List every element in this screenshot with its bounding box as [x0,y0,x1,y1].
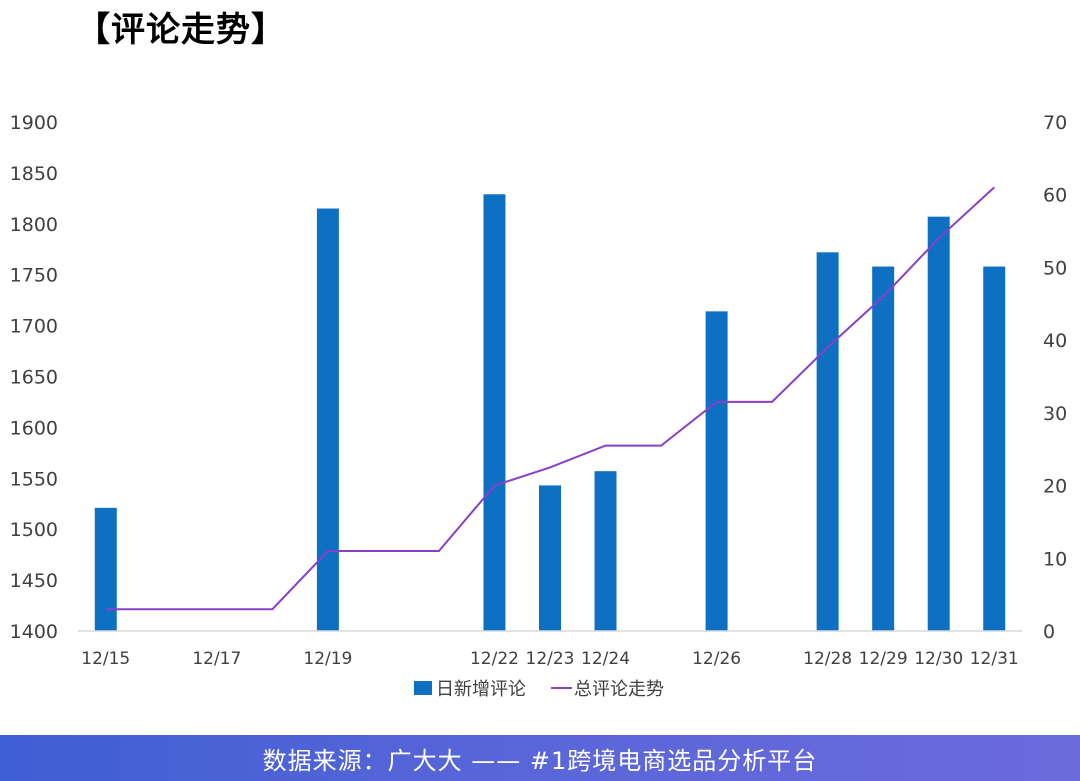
bar [705,311,728,631]
x-tick-label: 12/15 [81,649,130,669]
line-series [105,186,995,611]
legend-line-label: 总评论走势 [574,679,664,700]
legend-bar-swatch [414,681,432,695]
line-total-reviews [105,186,995,611]
y-right-tick-label: 40 [1043,330,1067,352]
x-tick-label: 12/17 [192,649,241,669]
y-left-tick-label: 1600 [10,417,58,439]
y-right-tick-label: 30 [1043,403,1067,425]
y-left-tick-label: 1900 [10,112,58,134]
bar [483,194,506,631]
y-right-tick-label: 50 [1043,257,1067,279]
x-tick-label: 12/30 [914,649,963,669]
bar [539,485,561,631]
x-tick-label: 12/22 [470,649,519,669]
bar [94,507,117,631]
legend: 日新增评论 总评论走势 [414,679,664,700]
y-left-tick-label: 1700 [10,316,58,338]
y-right-tick-label: 10 [1043,548,1067,570]
chart: 1400 1450 1500 1550 1600 1650 1700 1750 1800 1850… [10,112,1068,700]
y-left-tick-label: 1400 [10,621,58,643]
y-left-tick-label: 1850 [10,163,58,185]
legend-bar-label: 日新增评论 [436,679,526,700]
y-axis-right: 0 10 20 30 40 50 60 70 [1043,112,1067,643]
footer-source-text: 数据来源：广大大 —— #1跨境电商选品分析平台 [262,746,818,775]
y-left-tick-label: 1550 [10,468,58,490]
x-axis: 12/15 12/17 12/19 12/22 12/23 12/24 12/26 12/28… [81,649,1018,669]
bar [816,252,839,631]
x-tick-label: 12/23 [526,649,575,669]
y-right-tick-label: 60 [1043,185,1067,207]
x-tick-label: 12/28 [803,649,852,669]
x-tick-label: 12/26 [692,649,741,669]
y-left-tick-label: 1500 [10,519,58,541]
y-left-tick-label: 1650 [10,367,58,389]
bar [594,471,617,631]
footer-bar: 数据来源：广大大 —— #1跨境电商选品分析平台 [0,735,1080,781]
x-tick-label: 12/31 [970,649,1019,669]
y-axis-left: 1400 1450 1500 1550 1600 1650 1700 1750 1800 1850… [10,112,58,643]
bar [927,216,950,631]
page-title: 【评论走势】 [76,10,286,50]
bar-series [94,194,1006,631]
x-tick-label: 12/19 [303,649,352,669]
y-left-tick-label: 1450 [10,570,58,592]
bar [872,266,895,631]
y-right-tick-label: 20 [1043,476,1067,498]
y-left-tick-label: 1800 [10,214,58,236]
x-tick-label: 12/24 [581,649,630,669]
bar [316,208,339,631]
y-right-tick-label: 70 [1043,112,1067,134]
bar [983,266,1006,631]
y-left-tick-label: 1750 [10,265,58,287]
y-right-tick-label: 0 [1043,621,1055,643]
x-tick-label: 12/29 [859,649,908,669]
